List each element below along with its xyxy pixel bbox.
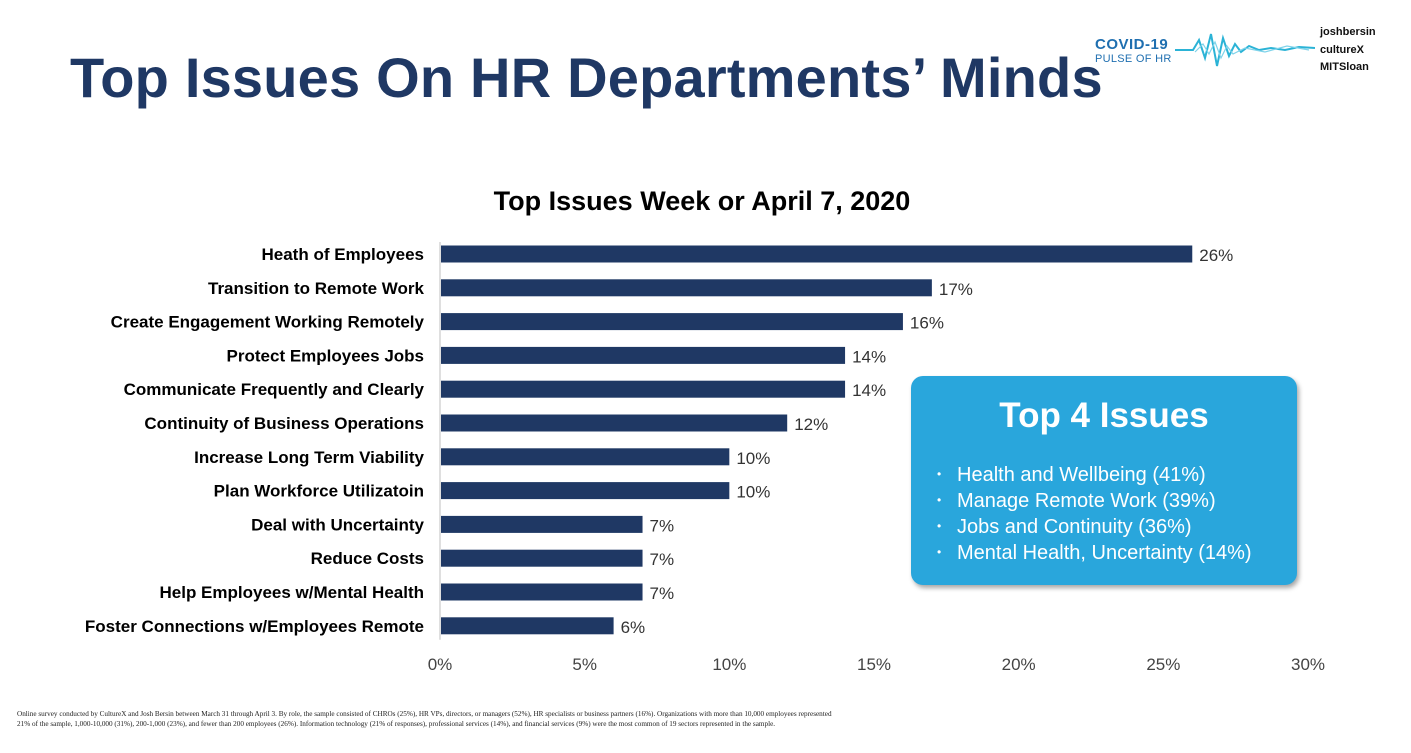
data-label: 7% xyxy=(650,516,675,535)
bar xyxy=(441,549,643,567)
data-label: 17% xyxy=(939,280,973,299)
bar xyxy=(441,515,643,533)
callout-item-text: Jobs and Continuity (36%) xyxy=(957,516,1192,538)
data-label: 7% xyxy=(650,550,675,569)
bar xyxy=(441,346,846,364)
bar xyxy=(441,380,846,398)
bar xyxy=(441,583,643,601)
bar xyxy=(441,414,788,432)
category-label: Foster Connections w/Employees Remote xyxy=(85,617,424,636)
chart-title: Top Issues Week or April 7, 2020 xyxy=(493,186,911,216)
category-label: Create Engagement Working Remotely xyxy=(111,313,425,332)
category-label: Protect Employees Jobs xyxy=(227,346,424,365)
culturex-logo: cultureX xyxy=(1320,44,1365,56)
data-label: 12% xyxy=(794,415,828,434)
bar xyxy=(441,482,730,500)
callout-item: • Manage Remote Work (39%) xyxy=(937,488,1297,514)
mitsloan-logo: MITSloan xyxy=(1320,61,1369,73)
bar xyxy=(441,617,614,635)
category-label: Deal with Uncertainty xyxy=(251,515,424,534)
data-label: 14% xyxy=(852,347,886,366)
bullet-icon: • xyxy=(937,493,942,507)
brand-title: COVID-19 xyxy=(1095,36,1169,53)
category-label: Transition to Remote Work xyxy=(208,279,425,298)
callout-title: Top 4 Issues xyxy=(999,396,1209,435)
callout-item-text: Manage Remote Work (39%) xyxy=(957,490,1216,512)
data-label: 16% xyxy=(910,314,944,333)
x-tick-label: 15% xyxy=(857,655,891,674)
category-label: Communicate Frequently and Clearly xyxy=(124,380,425,399)
bar xyxy=(441,279,932,297)
data-label: 10% xyxy=(736,449,770,468)
x-tick-label: 25% xyxy=(1146,655,1180,674)
callout-item: • Health and Wellbeing (41%) xyxy=(937,462,1297,488)
footnote: Online survey conducted by CultureX and … xyxy=(17,710,832,728)
brand-subtitle: PULSE OF HR xyxy=(1095,53,1172,65)
category-label: Continuity of Business Operations xyxy=(144,414,424,433)
page-title: Top Issues On HR Departments’ Minds xyxy=(70,46,1103,109)
callout-item: • Mental Health, Uncertainty (14%) xyxy=(937,540,1297,566)
data-label: 7% xyxy=(650,584,675,603)
pulse-wave-icon xyxy=(1175,33,1315,67)
joshbersin-logo: joshbersin xyxy=(1320,26,1376,38)
category-label: Reduce Costs xyxy=(311,549,424,568)
bar xyxy=(441,245,1193,263)
data-label: 6% xyxy=(621,618,646,637)
bullet-icon: • xyxy=(937,545,942,559)
category-label: Plan Workforce Utilizatoin xyxy=(214,482,424,501)
bullet-icon: • xyxy=(937,467,942,481)
x-tick-label: 5% xyxy=(572,655,597,674)
callout-item: • Jobs and Continuity (36%) xyxy=(937,514,1297,540)
data-label: 10% xyxy=(736,483,770,502)
brand-logo-block: COVID-19 PULSE OF HR joshbersin cultureX… xyxy=(1095,26,1395,78)
bar xyxy=(441,448,730,466)
x-tick-label: 20% xyxy=(1002,655,1036,674)
category-label: Help Employees w/Mental Health xyxy=(159,583,424,602)
bar xyxy=(441,313,903,331)
x-tick-label: 0% xyxy=(428,655,453,674)
bullet-icon: • xyxy=(937,519,942,533)
category-label: Increase Long Term Viability xyxy=(194,448,424,467)
category-label: Heath of Employees xyxy=(262,245,425,264)
callout-list: • Health and Wellbeing (41%) • Manage Remo… xyxy=(937,462,1297,566)
x-tick-label: 30% xyxy=(1291,655,1325,674)
top-issues-callout: Top 4 Issues • Health and Wellbeing (41%)… xyxy=(911,376,1297,585)
x-tick-label: 10% xyxy=(712,655,746,674)
data-label: 26% xyxy=(1199,246,1233,265)
callout-item-text: Mental Health, Uncertainty (14%) xyxy=(957,542,1252,564)
data-label: 14% xyxy=(852,381,886,400)
callout-item-text: Health and Wellbeing (41%) xyxy=(957,464,1206,486)
